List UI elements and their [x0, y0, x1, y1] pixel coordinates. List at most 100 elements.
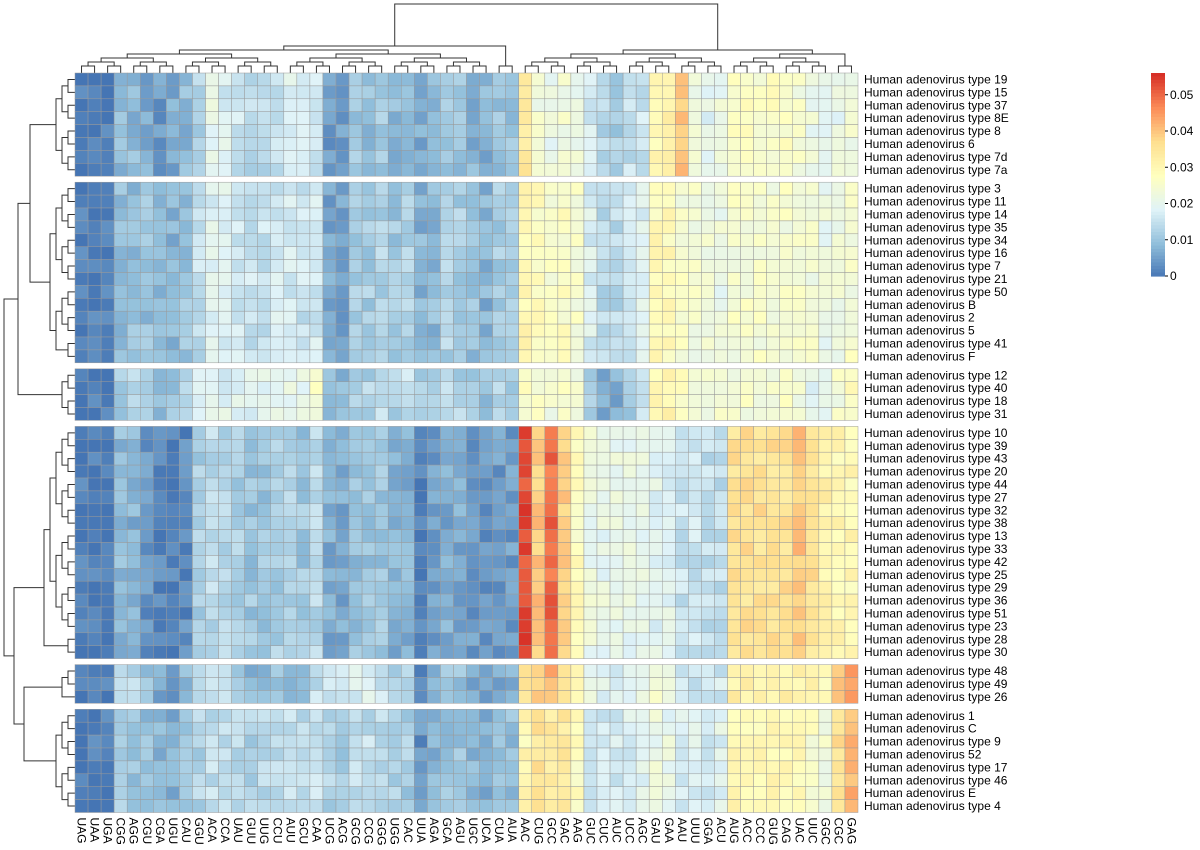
heatmap-cell — [257, 786, 272, 800]
heatmap-cell — [427, 632, 441, 646]
heatmap-cell — [531, 709, 546, 723]
heatmap-cell — [270, 259, 285, 273]
heatmap-cell — [322, 451, 337, 466]
heatmap-cell — [779, 529, 794, 543]
heatmap-cell — [296, 619, 311, 634]
heatmap-cell — [583, 632, 598, 646]
heatmap-cell — [583, 568, 598, 582]
heatmap-cell — [192, 503, 206, 517]
heatmap-cell — [387, 163, 402, 177]
row-label: Human adenovirus 5 — [864, 324, 975, 338]
heatmap-cell — [844, 220, 859, 235]
heatmap-cell — [596, 490, 611, 505]
heatmap-cell — [844, 207, 859, 222]
heatmap-cell — [348, 98, 363, 112]
heatmap-cell — [166, 747, 180, 762]
heatmap-cell — [792, 490, 807, 505]
heatmap-cell — [466, 181, 480, 196]
legend-swatch — [1151, 123, 1165, 128]
column-label: GGA — [701, 818, 715, 845]
heatmap-cell — [805, 439, 820, 453]
heatmap-cell — [518, 407, 533, 421]
heatmap-cell — [648, 677, 663, 691]
heatmap-cell — [113, 606, 128, 621]
heatmap-cell — [714, 542, 728, 556]
heatmap-cell — [309, 747, 324, 762]
heatmap-cell — [675, 593, 689, 608]
heatmap-cell — [427, 336, 441, 351]
heatmap-cell — [140, 690, 154, 704]
heatmap-cell — [518, 259, 533, 273]
heatmap-cell — [831, 677, 846, 691]
heatmap-cell — [609, 163, 624, 177]
heatmap-cell — [714, 407, 728, 421]
heatmap-cell — [622, 606, 637, 621]
heatmap-cell — [544, 760, 559, 775]
column-label: ACC — [740, 818, 754, 844]
heatmap-cell — [218, 407, 232, 421]
dendrogram-branch — [67, 509, 75, 524]
heatmap-cell — [609, 477, 624, 492]
heatmap-cell — [609, 72, 624, 87]
heatmap-cell — [648, 98, 663, 112]
heatmap-cell — [688, 721, 702, 736]
heatmap-cell — [283, 98, 298, 112]
heatmap-cell — [727, 98, 741, 112]
heatmap-cell — [831, 709, 846, 723]
heatmap-cell — [348, 272, 363, 286]
heatmap-cell — [479, 747, 493, 762]
heatmap-cell — [126, 593, 141, 608]
heatmap-cell — [583, 137, 598, 151]
heatmap-cell — [348, 542, 363, 556]
heatmap-cell — [179, 298, 193, 312]
legend-swatch — [1151, 103, 1165, 108]
heatmap-cell — [126, 246, 141, 260]
heatmap-cell — [570, 645, 585, 659]
heatmap-cell — [622, 394, 637, 408]
heatmap-cell — [257, 773, 272, 787]
heatmap-cell — [218, 72, 232, 87]
heatmap-cell — [309, 310, 324, 325]
heatmap-cell — [583, 799, 598, 813]
heatmap-cell — [727, 490, 741, 505]
heatmap-cell — [805, 542, 820, 556]
heatmap-cell — [844, 349, 859, 364]
heatmap-cell — [779, 516, 794, 530]
heatmap-cell — [714, 323, 728, 338]
heatmap-cell — [440, 529, 454, 543]
heatmap-cell — [440, 773, 454, 787]
heatmap-cell — [231, 85, 245, 100]
heatmap-cell — [270, 568, 285, 582]
heatmap-cell — [283, 690, 298, 704]
heatmap-cell — [583, 664, 598, 678]
heatmap-cell — [479, 555, 493, 569]
heatmap-cell — [714, 734, 728, 749]
heatmap-cell — [270, 426, 285, 440]
heatmap-cell — [805, 233, 820, 247]
heatmap-cell — [557, 516, 572, 530]
heatmap-cell — [257, 407, 272, 421]
heatmap-cell — [779, 85, 794, 100]
heatmap-cell — [153, 490, 167, 505]
heatmap-cell — [648, 259, 663, 273]
heatmap-cell — [805, 503, 820, 517]
heatmap-cell — [257, 124, 272, 138]
heatmap-cell — [335, 259, 350, 273]
heatmap-cell — [753, 407, 767, 421]
heatmap-cell — [609, 381, 624, 395]
heatmap-cell — [387, 542, 402, 556]
heatmap-cell — [192, 394, 206, 408]
heatmap-cell — [792, 690, 807, 704]
heatmap-cell — [309, 619, 324, 634]
heatmap-cell — [401, 233, 415, 247]
heatmap-cell — [779, 632, 794, 646]
heatmap-cell — [100, 394, 115, 408]
heatmap-cell — [505, 734, 519, 749]
heatmap-cell — [792, 799, 807, 813]
heatmap-cell — [140, 606, 154, 621]
heatmap-cell — [492, 310, 506, 325]
heatmap-cell — [335, 323, 350, 338]
heatmap-cell — [688, 259, 702, 273]
heatmap-cell — [740, 451, 754, 466]
heatmap-cell — [662, 426, 676, 440]
